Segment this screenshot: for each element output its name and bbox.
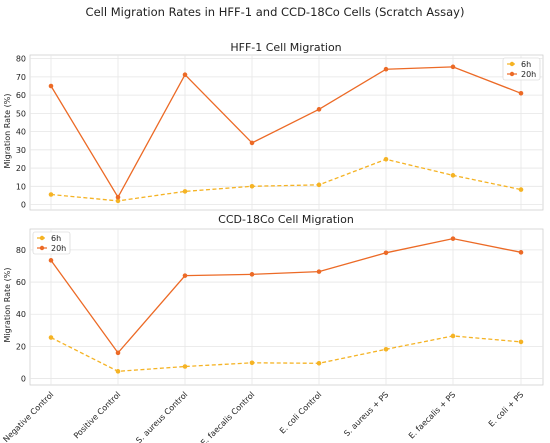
x-tick-label: S. aureus Control — [134, 390, 189, 443]
figure-title: Cell Migration Rates in HFF-1 and CCD-18… — [86, 5, 465, 19]
ccd18co-series-20h-point — [518, 250, 524, 255]
hff1-y-ticks: 0 10 20 30 40 50 60 70 80 — [16, 55, 26, 210]
hff1-series-20h-point — [249, 140, 255, 146]
hff1-y-tick-label: 50 — [16, 109, 26, 118]
ccd18co-series-6h-point — [115, 369, 121, 374]
hff1-series-6h-point — [518, 187, 524, 192]
hff1-series-6h-point — [115, 198, 121, 204]
hff1-y-tick-label: 60 — [16, 91, 26, 100]
x-tick-label: Negative Control — [1, 390, 55, 443]
hff1-y-tick-label: 20 — [16, 164, 26, 173]
x-tick-label: Positive Control — [72, 390, 122, 440]
hff1-y-tick-label: 70 — [16, 73, 26, 82]
hff1-y-tick-label: 0 — [21, 201, 26, 210]
ccd18co-series-20h-point — [316, 269, 322, 274]
ccd18co-x-ticks: Negative Control Positive Control S. aureu… — [1, 390, 525, 443]
ccd18co-legend-20h-marker — [39, 245, 45, 251]
x-tick-label: E. coli + PS — [487, 390, 526, 429]
ccd18co-series-20h-point — [115, 350, 121, 356]
hff1-y-tick-label: 80 — [16, 55, 26, 64]
hff1-series-6h-point — [48, 192, 54, 197]
x-tick-label: E. faecalis + PS — [407, 390, 457, 440]
hff1-series-20h-point — [316, 107, 322, 112]
ccd18co-plot-frame — [29, 228, 544, 386]
ccd18co-panel: CCD-18Co Cell Migration Migration Rate (… — [1, 213, 544, 443]
hff1-plot-frame — [29, 54, 544, 211]
ccd18co-y-axis-label: Migration Rate (%) — [3, 268, 12, 343]
ccd18co-series-6h-point — [383, 346, 389, 352]
hff1-series-20h-point — [518, 90, 524, 96]
ccd18co-legend-6h-marker — [39, 235, 45, 241]
ccd18co-gridlines — [30, 229, 543, 385]
hff1-series-6h-point — [450, 173, 456, 178]
ccd18co-series-20h-point — [450, 236, 456, 241]
hff1-legend: 6h 20h — [502, 57, 541, 81]
hff1-y-tick-label: 30 — [16, 146, 26, 155]
hff1-gridlines — [30, 55, 543, 210]
x-tick-label: E. coli Control — [278, 390, 323, 435]
ccd18co-y-tick-label: 60 — [16, 278, 26, 287]
hff1-panel-title: HFF-1 Cell Migration — [230, 41, 341, 54]
ccd18co-series — [48, 236, 524, 374]
ccd18co-series-6h-point — [450, 333, 456, 339]
hff1-series-6h-line — [50, 158, 522, 202]
hff1-series-20h-point — [450, 64, 456, 70]
ccd18co-y-tick-label: 0 — [21, 375, 26, 384]
hff1-series — [48, 64, 524, 204]
hff1-legend-20h-marker — [509, 71, 515, 77]
x-tick-label: S. aureus + PS — [342, 390, 390, 438]
hff1-series-20h-point — [383, 66, 389, 72]
ccd18co-series-6h-point — [182, 364, 188, 369]
ccd18co-series-6h-point — [316, 360, 322, 366]
hff1-y-axis-label: Migration Rate (%) — [3, 94, 12, 169]
hff1-series-6h-point — [249, 183, 255, 189]
ccd18co-legend-6h-label: 6h — [51, 234, 61, 243]
hff1-y-tick-label: 10 — [16, 182, 26, 191]
ccd18co-series-20h-point — [48, 258, 54, 263]
ccd18co-series-20h-line — [50, 237, 522, 354]
ccd18co-y-tick-label: 80 — [16, 246, 26, 255]
hff1-legend-6h-label: 6h — [521, 60, 531, 69]
ccd18co-series-20h-point — [383, 250, 389, 256]
ccd18co-y-tick-label: 40 — [16, 310, 26, 319]
hff1-y-tick-label: 40 — [16, 128, 26, 137]
ccd18co-series-20h-point — [249, 272, 255, 277]
ccd18co-y-tick-label: 20 — [16, 342, 26, 351]
ccd18co-series-6h-point — [48, 335, 54, 340]
ccd18co-legend: 6h 20h — [32, 231, 71, 255]
hff1-series-6h-point — [383, 157, 389, 162]
hff1-series-6h-point — [182, 189, 188, 194]
hff1-panel: HFF-1 Cell Migration Migration Rate (%) … — [3, 41, 544, 211]
ccd18co-series-20h-point — [182, 273, 188, 278]
hff1-series-20h-point — [48, 83, 54, 89]
hff1-series-6h-point — [316, 182, 322, 188]
hff1-series-20h-point — [115, 194, 121, 200]
ccd18co-series-6h-point — [518, 339, 524, 345]
ccd18co-y-ticks: 0 20 40 60 80 — [16, 246, 26, 384]
hff1-legend-20h-label: 20h — [521, 70, 536, 79]
ccd18co-series-6h-line — [50, 335, 522, 372]
hff1-legend-6h-marker — [509, 61, 515, 67]
x-tick-label: E. faecalis Control — [199, 390, 256, 443]
ccd18co-legend-20h-label: 20h — [51, 244, 66, 253]
ccd18co-panel-title: CCD-18Co Cell Migration — [218, 213, 354, 226]
hff1-series-20h-point — [182, 72, 188, 77]
hff1-series-20h-line — [50, 66, 522, 199]
ccd18co-series-6h-point — [249, 360, 255, 366]
